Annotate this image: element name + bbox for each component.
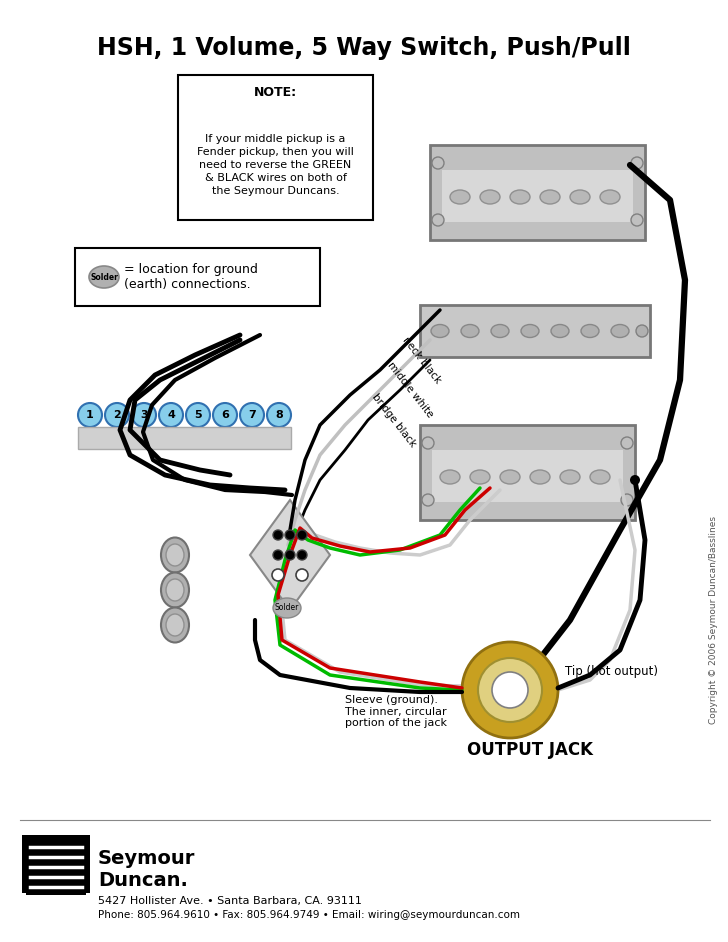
Ellipse shape xyxy=(440,470,460,484)
Bar xyxy=(178,75,373,220)
Circle shape xyxy=(636,325,648,337)
Text: HSH, 1 Volume, 5 Way Switch, Push/Pull: HSH, 1 Volume, 5 Way Switch, Push/Pull xyxy=(97,36,631,60)
Ellipse shape xyxy=(491,324,509,337)
Text: 1: 1 xyxy=(86,410,94,420)
Bar xyxy=(420,305,650,357)
Ellipse shape xyxy=(540,190,560,204)
Bar xyxy=(26,887,86,895)
Circle shape xyxy=(285,550,295,560)
Text: Tip (hot output): Tip (hot output) xyxy=(565,665,658,678)
Ellipse shape xyxy=(431,324,449,337)
Circle shape xyxy=(213,403,237,427)
Bar xyxy=(78,427,291,449)
Ellipse shape xyxy=(450,190,470,204)
Bar xyxy=(22,835,90,893)
Bar xyxy=(420,425,635,520)
Ellipse shape xyxy=(530,470,550,484)
Ellipse shape xyxy=(461,324,479,337)
Bar xyxy=(26,855,86,863)
Circle shape xyxy=(285,530,295,540)
Circle shape xyxy=(422,494,434,506)
Circle shape xyxy=(132,403,156,427)
Text: 7: 7 xyxy=(248,410,256,420)
Circle shape xyxy=(631,214,643,226)
Circle shape xyxy=(621,437,633,449)
Bar xyxy=(442,170,633,222)
Ellipse shape xyxy=(611,324,629,337)
Text: Solder: Solder xyxy=(90,272,118,282)
Circle shape xyxy=(78,403,102,427)
Ellipse shape xyxy=(480,190,500,204)
Text: If your middle pickup is a
Fender pickup, then you will
need to reverse the GREE: If your middle pickup is a Fender pickup… xyxy=(197,134,354,196)
Text: Solder: Solder xyxy=(274,604,299,612)
Polygon shape xyxy=(250,500,330,610)
Bar xyxy=(75,248,320,306)
Circle shape xyxy=(631,157,643,169)
Ellipse shape xyxy=(161,608,189,642)
Bar xyxy=(432,450,623,502)
Ellipse shape xyxy=(560,470,580,484)
Text: Phone: 805.964.9610 • Fax: 805.964.9749 • Email: wiring@seymourduncan.com: Phone: 805.964.9610 • Fax: 805.964.9749 … xyxy=(98,910,520,920)
Ellipse shape xyxy=(510,190,530,204)
Circle shape xyxy=(297,530,307,540)
Ellipse shape xyxy=(166,544,184,566)
Text: 5: 5 xyxy=(194,410,202,420)
Text: 2: 2 xyxy=(113,410,121,420)
Text: neck black: neck black xyxy=(400,334,443,385)
Ellipse shape xyxy=(161,573,189,608)
Text: Seymour: Seymour xyxy=(98,850,195,869)
Ellipse shape xyxy=(500,470,520,484)
Text: 8: 8 xyxy=(275,410,283,420)
Circle shape xyxy=(297,550,307,560)
Ellipse shape xyxy=(89,266,119,288)
Ellipse shape xyxy=(600,190,620,204)
Circle shape xyxy=(422,437,434,449)
Circle shape xyxy=(492,672,528,708)
Ellipse shape xyxy=(590,470,610,484)
Text: NOTE:: NOTE: xyxy=(254,87,297,100)
Circle shape xyxy=(240,403,264,427)
Ellipse shape xyxy=(581,324,599,337)
Text: bridge black: bridge black xyxy=(370,392,418,448)
Circle shape xyxy=(273,530,283,540)
Circle shape xyxy=(432,214,444,226)
Bar xyxy=(26,871,86,879)
Ellipse shape xyxy=(166,614,184,636)
Text: Sleeve (ground).
The inner, circular
portion of the jack: Sleeve (ground). The inner, circular por… xyxy=(345,695,447,728)
Circle shape xyxy=(159,403,183,427)
Text: Duncan.: Duncan. xyxy=(98,871,188,890)
Text: 6: 6 xyxy=(221,410,229,420)
Circle shape xyxy=(186,403,210,427)
Circle shape xyxy=(478,658,542,722)
Circle shape xyxy=(273,550,283,560)
Ellipse shape xyxy=(161,538,189,573)
Ellipse shape xyxy=(273,598,301,618)
Text: OUTPUT JACK: OUTPUT JACK xyxy=(467,741,593,759)
Text: 4: 4 xyxy=(167,410,175,420)
Circle shape xyxy=(105,403,129,427)
Ellipse shape xyxy=(551,324,569,337)
Ellipse shape xyxy=(166,579,184,601)
Text: 3: 3 xyxy=(141,410,148,420)
Ellipse shape xyxy=(470,470,490,484)
Circle shape xyxy=(296,569,308,581)
Text: = location for ground
(earth) connections.: = location for ground (earth) connection… xyxy=(124,263,258,291)
Circle shape xyxy=(432,157,444,169)
Circle shape xyxy=(267,403,291,427)
Text: middle white: middle white xyxy=(385,360,435,420)
Circle shape xyxy=(621,494,633,506)
Circle shape xyxy=(462,642,558,738)
Circle shape xyxy=(272,569,284,581)
Circle shape xyxy=(630,475,640,485)
Bar xyxy=(430,145,645,240)
Ellipse shape xyxy=(570,190,590,204)
Ellipse shape xyxy=(521,324,539,337)
Text: 5427 Hollister Ave. • Santa Barbara, CA. 93111: 5427 Hollister Ave. • Santa Barbara, CA.… xyxy=(98,896,362,906)
Text: Copyright © 2006 Seymour Duncan/Basslines: Copyright © 2006 Seymour Duncan/Bassline… xyxy=(710,516,719,724)
